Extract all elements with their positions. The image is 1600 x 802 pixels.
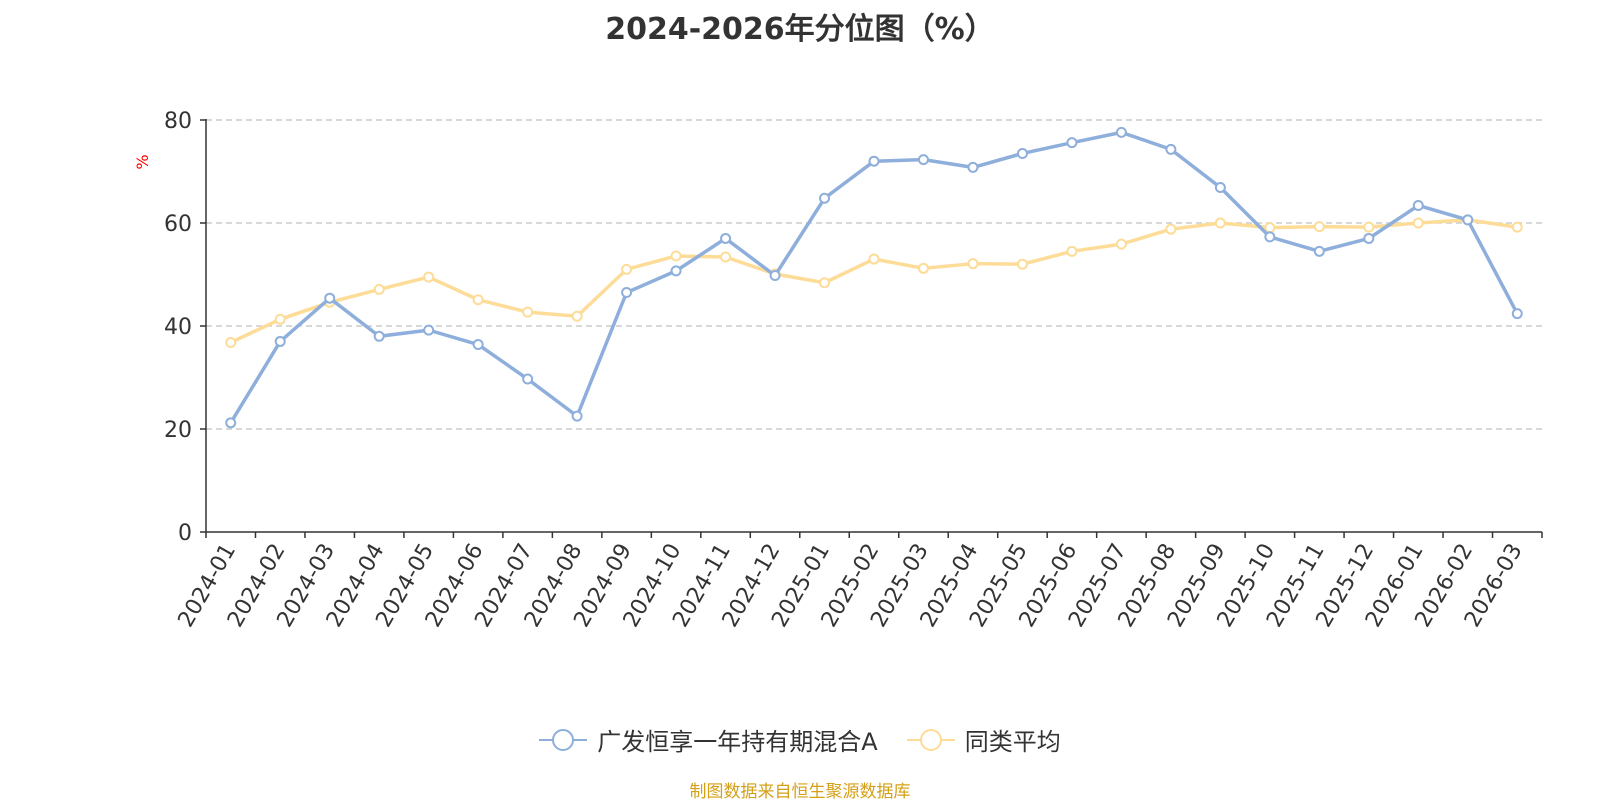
data-point-series-2[interactable] [1066,245,1078,257]
legend-label-series-1: 广发恒享一年持有期混合A [597,728,878,756]
data-point-series-1[interactable] [769,270,781,282]
data-point-series-1[interactable] [472,339,484,351]
data-point-series-2[interactable] [1016,258,1028,270]
data-point-series-2[interactable] [1214,217,1226,229]
axes [200,119,1543,538]
data-point-series-2[interactable] [967,258,979,270]
data-point-series-1[interactable] [1115,126,1127,138]
data-point-series-1[interactable] [670,265,682,277]
legend-item-series-2[interactable]: 同类平均 [906,722,1061,757]
data-point-series-2[interactable] [1412,217,1424,229]
data-point-series-2[interactable] [274,313,286,325]
legend-swatch-series-2 [906,728,955,751]
data-point-series-1[interactable] [1066,137,1078,149]
data-point-series-1[interactable] [324,292,336,304]
data-point-series-1[interactable] [819,192,831,204]
data-point-series-2[interactable] [373,283,385,295]
data-point-series-2[interactable] [472,294,484,306]
data-point-series-2[interactable] [1313,221,1325,233]
y-tick-label: 40 [164,315,192,340]
legend: 广发恒享一年持有期混合A 同类平均 [0,722,1600,757]
y-axis-label: % [133,154,152,169]
data-point-series-2[interactable] [720,251,732,263]
tick-labels: 020406080%2024-012024-022024-032024-0420… [133,109,1528,632]
data-point-series-1[interactable] [1462,214,1474,226]
y-tick-label: 0 [178,521,192,546]
data-point-series-1[interactable] [1363,232,1375,244]
data-point-series-2[interactable] [621,263,633,275]
y-tick-label: 20 [164,418,192,443]
legend-swatch-series-1 [539,728,588,751]
data-point-series-1[interactable] [1511,308,1523,320]
data-point-series-2[interactable] [1165,223,1177,235]
data-point-series-2[interactable] [670,250,682,262]
data-point-series-1[interactable] [522,373,534,385]
data-point-series-1[interactable] [1016,147,1028,159]
data-point-series-2[interactable] [868,253,880,265]
data-point-series-1[interactable] [868,155,880,167]
data-point-series-2[interactable] [1115,238,1127,250]
data-point-series-1[interactable] [720,232,732,244]
data-point-series-1[interactable] [917,154,929,166]
y-tick-label: 60 [164,212,192,237]
data-point-series-2[interactable] [423,271,435,283]
source-note: 制图数据来自恒生聚源数据库 [689,782,911,802]
data-point-series-1[interactable] [1313,245,1325,257]
data-point-series-2[interactable] [1264,222,1276,234]
data-point-series-2[interactable] [225,336,237,348]
chart-title: 2024-2026年分位图（%） [605,12,995,47]
series-lines [225,126,1523,429]
data-point-series-1[interactable] [571,410,583,422]
data-point-series-2[interactable] [819,277,831,289]
series-line-2 [229,218,1518,345]
data-point-series-1[interactable] [1264,231,1276,243]
data-point-series-1[interactable] [1214,181,1226,193]
data-point-series-2[interactable] [571,310,583,322]
y-tick-label: 80 [164,109,192,134]
legend-label-series-2: 同类平均 [964,728,1061,756]
data-point-series-1[interactable] [423,324,435,336]
data-point-series-1[interactable] [274,335,286,347]
data-point-series-1[interactable] [1165,143,1177,155]
data-point-series-1[interactable] [1412,199,1424,211]
data-point-series-1[interactable] [621,287,633,299]
data-point-series-1[interactable] [225,417,237,429]
data-point-series-2[interactable] [522,306,534,318]
data-point-series-2[interactable] [1363,221,1375,233]
data-point-series-2[interactable] [1511,221,1523,233]
data-point-series-1[interactable] [373,330,385,342]
data-point-series-1[interactable] [967,161,979,173]
data-point-series-2[interactable] [917,262,929,274]
legend-item-series-1[interactable]: 广发恒享一年持有期混合A [539,722,878,757]
